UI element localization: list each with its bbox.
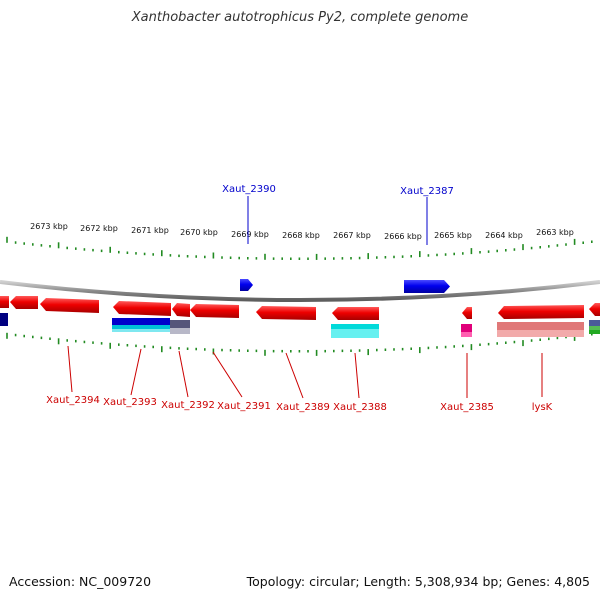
gene-label-lysk[interactable]: lysK	[532, 402, 553, 413]
gene-xaut-2393[interactable]	[113, 301, 171, 316]
gene-label-xaut-2390[interactable]: Xaut_2390	[222, 184, 276, 195]
label-leader	[212, 351, 243, 398]
genome-backbone	[0, 280, 600, 302]
gene-xaut-2395[interactable]	[10, 296, 38, 309]
reverse-genes	[0, 296, 600, 320]
feature-block	[112, 318, 170, 325]
accession-text: Accession: NC_009720	[9, 574, 152, 589]
scale-label: 2667 kbp	[333, 231, 371, 240]
feature-block	[170, 320, 190, 328]
label-leader	[285, 352, 304, 399]
feature-block	[461, 332, 472, 337]
bottom-labels: Xaut_2394 Xaut_2393 Xaut_2392 Xaut_2391 …	[46, 345, 553, 413]
label-leader	[130, 348, 142, 396]
scale-label: 2671 kbp	[131, 226, 169, 235]
feature-block	[170, 328, 190, 334]
label-leader	[178, 350, 189, 398]
feature-block	[589, 320, 600, 326]
feature-block	[589, 330, 600, 334]
gene-xaut-2389[interactable]	[256, 306, 316, 320]
forward-genes	[240, 279, 450, 293]
gene-label-xaut-2385[interactable]: Xaut_2385	[440, 402, 494, 413]
scale-label: 2666 kbp	[384, 232, 422, 241]
gene-label-xaut-2392[interactable]: Xaut_2392	[161, 400, 215, 411]
scale-label: 2673 kbp	[30, 222, 68, 231]
gene-label-xaut-2391[interactable]: Xaut_2391	[217, 401, 271, 412]
feature-block	[331, 324, 379, 329]
gene-label-xaut-2387[interactable]: Xaut_2387	[400, 186, 454, 197]
top-labels: Xaut_2390 Xaut_2387	[222, 184, 454, 245]
gene-xaut-2391[interactable]	[190, 304, 239, 318]
gene-xaut-2387[interactable]	[404, 280, 450, 293]
gene-label-xaut-2389[interactable]: Xaut_2389	[276, 402, 330, 413]
gene-xaut-2394[interactable]	[40, 298, 99, 313]
genome-summary-text: Topology: circular; Length: 5,308,934 bp…	[246, 574, 590, 589]
gene-label-xaut-2394[interactable]: Xaut_2394	[46, 395, 100, 406]
gene-fragment-right[interactable]	[589, 303, 600, 316]
feature-block	[497, 322, 584, 330]
gene-xaut-2388[interactable]	[332, 307, 379, 320]
feature-blocks	[0, 313, 600, 338]
feature-block	[112, 329, 170, 332]
label-leader	[67, 345, 73, 393]
tick-row-outer	[6, 236, 593, 260]
gene-xaut-2392[interactable]	[172, 303, 190, 317]
feature-block	[331, 329, 379, 338]
feature-block	[589, 326, 600, 330]
gene-fragment-left[interactable]	[0, 296, 9, 308]
gene-xaut-2385[interactable]	[462, 307, 472, 319]
gene-xaut-2390[interactable]	[240, 279, 253, 291]
scale-label: 2663 kbp	[536, 228, 574, 237]
scale-label: 2670 kbp	[180, 228, 218, 237]
scale-labels: 2673 kbp 2672 kbp 2671 kbp 2670 kbp 2669…	[30, 222, 574, 241]
scale-label: 2665 kbp	[434, 231, 472, 240]
scale-label: 2668 kbp	[282, 231, 320, 240]
scale-label: 2669 kbp	[231, 230, 269, 239]
feature-block	[0, 313, 8, 326]
page-title: Xanthobacter autotrophicus Py2, complete…	[131, 10, 469, 25]
feature-block	[112, 325, 170, 329]
scale-label: 2672 kbp	[80, 224, 118, 233]
label-leader	[354, 352, 360, 399]
gene-lysk[interactable]	[498, 305, 584, 319]
gene-label-xaut-2393[interactable]: Xaut_2393	[103, 397, 157, 408]
gene-label-xaut-2388[interactable]: Xaut_2388	[333, 402, 387, 413]
scale-label: 2664 kbp	[485, 231, 523, 240]
feature-block	[461, 324, 472, 332]
feature-block	[497, 330, 584, 337]
